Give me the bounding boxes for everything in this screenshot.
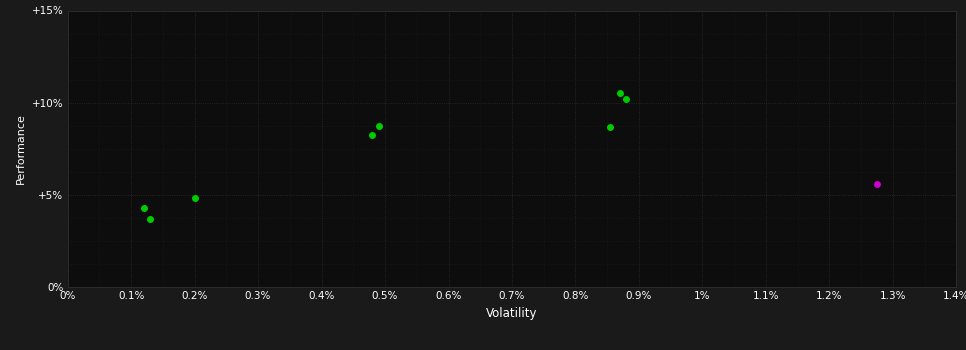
Y-axis label: Performance: Performance [16, 113, 26, 184]
X-axis label: Volatility: Volatility [486, 307, 538, 320]
